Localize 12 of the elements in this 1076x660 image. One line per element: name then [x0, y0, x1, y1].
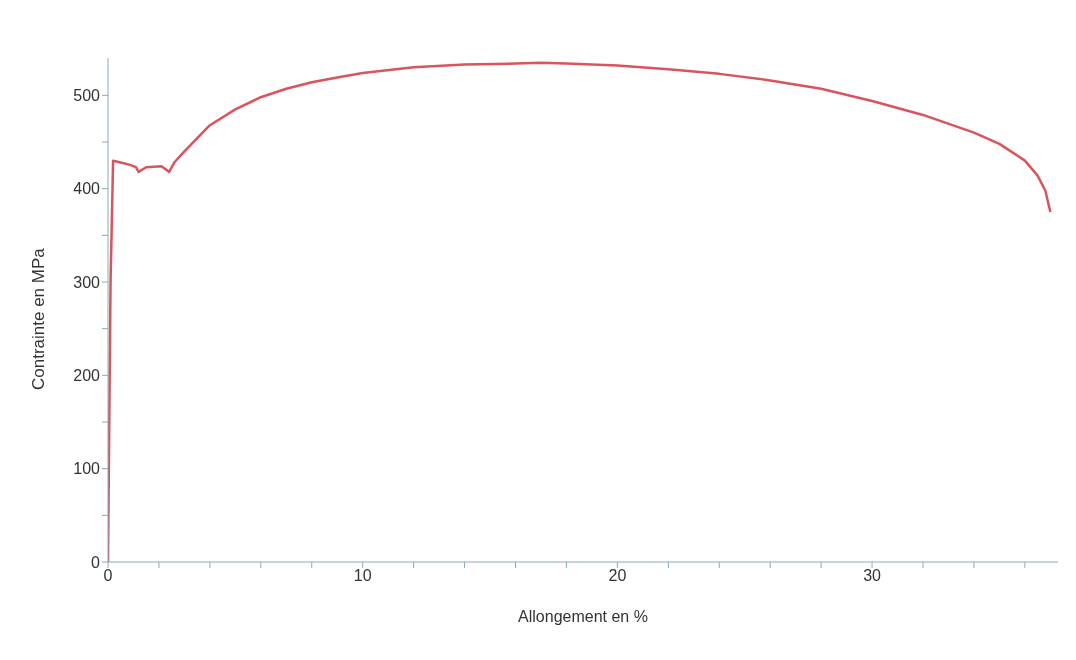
y-axis-title: Contrainte en MPa [29, 247, 49, 390]
x-tick-label: 10 [353, 567, 372, 585]
x-tick-label: 30 [863, 567, 882, 585]
y-tick-label: 0 [91, 553, 101, 571]
y-tick-label: 200 [73, 367, 101, 385]
y-tick-label: 300 [73, 273, 101, 291]
x-tick-label: 0 [103, 567, 113, 585]
x-tick-label: 20 [608, 567, 627, 585]
x-axis-title: Allongement en % [518, 608, 648, 625]
y-tick-label: 100 [73, 460, 101, 478]
y-tick-label: 400 [73, 180, 101, 198]
y-tick-label: 500 [73, 87, 101, 105]
